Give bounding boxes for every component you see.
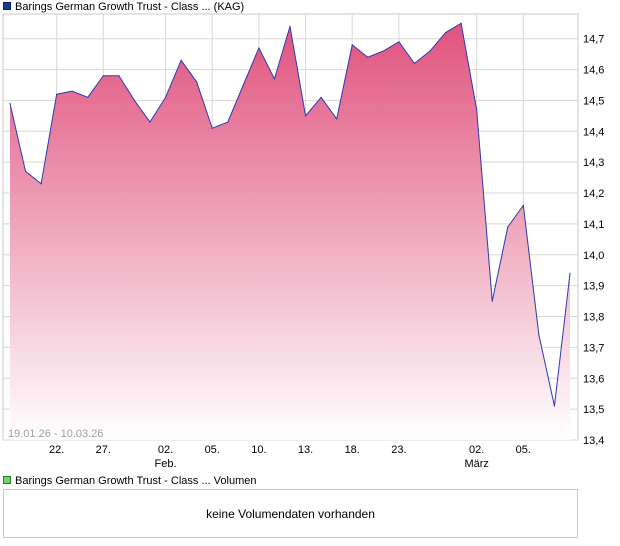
x-tick-label: 23.	[391, 444, 406, 456]
y-tick-label: 14,0	[583, 250, 604, 262]
x-tick-month-label: März	[464, 458, 488, 470]
volume-legend: Barings German Growth Trust - Class ... …	[3, 474, 256, 488]
price-legend-label: Barings German Growth Trust - Class ... …	[15, 1, 245, 13]
volume-legend-label: Barings German Growth Trust - Class ... …	[15, 475, 257, 487]
volume-panel: keine Volumendaten vorhanden	[3, 489, 578, 538]
price-point	[569, 272, 571, 274]
price-point	[9, 102, 11, 105]
price-point	[367, 56, 369, 58]
x-tick-label: 10.	[251, 444, 266, 456]
y-tick-label: 13,9	[583, 281, 604, 293]
x-tick-label: 02.	[469, 444, 484, 456]
price-point	[398, 41, 400, 43]
y-tick-label: 14,4	[583, 126, 604, 138]
y-tick-label: 14,7	[583, 34, 604, 46]
price-point	[24, 170, 27, 173]
price-point	[553, 405, 556, 407]
no-volume-message: keine Volumendaten vorhanden	[206, 507, 375, 521]
price-point	[40, 183, 42, 185]
price-point	[87, 96, 89, 98]
price-point	[351, 44, 353, 46]
price-point	[460, 22, 462, 24]
y-tick-label: 14,6	[583, 65, 604, 77]
price-legend-swatch	[3, 2, 11, 10]
price-point	[413, 62, 416, 64]
price-point	[538, 334, 540, 336]
y-tick-label: 13,6	[583, 373, 604, 385]
price-point	[227, 121, 229, 123]
y-tick-label: 13,4	[583, 435, 604, 447]
price-area	[10, 23, 570, 440]
price-point	[491, 300, 493, 302]
price-point	[242, 84, 244, 86]
x-tick-month-label: Feb.	[155, 458, 177, 470]
price-point	[211, 127, 213, 129]
x-tick-label: 05.	[205, 444, 220, 456]
price-legend: Barings German Growth Trust - Class ... …	[3, 0, 244, 14]
y-tick-label: 13,8	[583, 312, 604, 324]
price-point	[56, 93, 58, 95]
x-tick-label: 22.	[49, 444, 64, 456]
price-point	[507, 226, 509, 228]
price-point	[133, 99, 136, 102]
price-point	[180, 59, 182, 61]
price-point	[149, 121, 151, 123]
price-point	[382, 50, 384, 52]
x-tick-label: 13.	[298, 444, 313, 456]
volume-legend-swatch	[3, 476, 11, 484]
y-tick-label: 14,3	[583, 157, 604, 169]
y-tick-label: 14,1	[583, 219, 604, 231]
price-point	[71, 90, 73, 92]
price-point	[444, 31, 447, 34]
x-tick-label: 02.	[158, 444, 173, 456]
price-point	[304, 115, 307, 117]
y-tick-label: 13,7	[583, 342, 604, 354]
price-point	[476, 109, 478, 111]
series-layer	[9, 22, 571, 440]
date-range-label: 19.01.26 - 10.03.26	[8, 428, 103, 440]
price-point	[196, 81, 198, 83]
y-tick-label: 14,5	[583, 95, 604, 107]
x-tick-label: 27.	[96, 444, 111, 456]
price-point	[336, 118, 338, 120]
price-point	[429, 50, 431, 52]
x-tick-label: 18.	[345, 444, 360, 456]
price-point	[102, 75, 104, 77]
x-axis: 22. 27. 02. Feb. 05. 10. 13. 18. 23. 02. März 05.	[49, 444, 531, 470]
price-point	[289, 25, 291, 27]
price-point	[522, 204, 524, 206]
price-chart: 13,4 13,5 13,6 13,7 13,8 13,9 14,0 14,1 14,2 14,3…	[2, 13, 604, 470]
y-tick-label: 13,5	[583, 404, 604, 416]
y-axis: 13,4 13,5 13,6 13,7 13,8 13,9 14,0 14,1 14,2 14,3…	[583, 34, 604, 447]
price-point	[258, 47, 260, 49]
price-point	[118, 75, 120, 77]
y-tick-label: 14,2	[583, 188, 604, 200]
price-point	[273, 78, 276, 80]
price-point	[164, 96, 167, 98]
price-point	[320, 96, 322, 98]
x-tick-label: 05.	[516, 444, 531, 456]
